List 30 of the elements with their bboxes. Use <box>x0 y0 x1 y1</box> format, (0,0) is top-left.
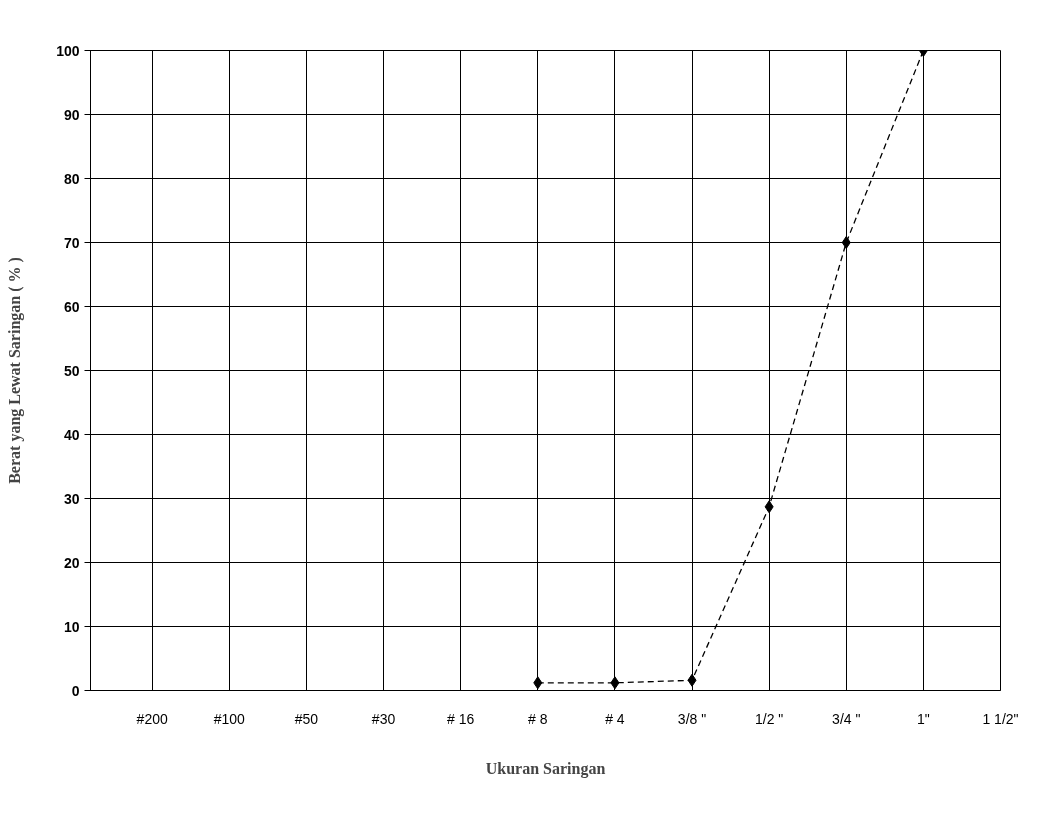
point <box>764 500 774 514</box>
point <box>533 676 543 690</box>
y-tick-label: 80 <box>63 170 80 187</box>
y-tick-label: 50 <box>63 362 80 379</box>
x-tick-label: #30 <box>371 710 396 727</box>
point <box>610 676 620 690</box>
x-tick-label: 1/2 " <box>754 710 784 727</box>
x-tick-label: 1 1/2" <box>982 710 1019 727</box>
y-tick-label: 10 <box>63 618 80 635</box>
x-tick-label: 1" <box>917 710 930 727</box>
x-axis-title: Ukuran Saringan <box>485 759 606 778</box>
x-tick-label: # 4 <box>605 710 625 727</box>
y-axis-title: Berat yang Lewat Saringan ( % ) <box>6 257 25 484</box>
x-tick-label: #100 <box>213 710 246 727</box>
y-tick-label: 0 <box>71 682 80 699</box>
y-tick-label: 40 <box>63 426 80 443</box>
y-tick-label: 30 <box>63 490 80 507</box>
x-tick-label: #50 <box>294 710 319 727</box>
x-tick-label: # 16 <box>447 710 475 727</box>
y-tick-label: 70 <box>63 234 80 251</box>
y-tick-label: 100 <box>56 42 80 59</box>
x-tick-label: # 8 <box>528 710 548 727</box>
point <box>687 673 697 687</box>
y-tick-label: 90 <box>63 106 80 123</box>
point <box>841 236 851 249</box>
x-tick-label: 3/8 " <box>677 710 707 727</box>
x-tick-label: #200 <box>136 710 168 727</box>
x-tick-label: 3/4 " <box>832 710 861 727</box>
y-tick-label: 60 <box>63 298 80 315</box>
y-tick-label: 20 <box>63 554 80 571</box>
